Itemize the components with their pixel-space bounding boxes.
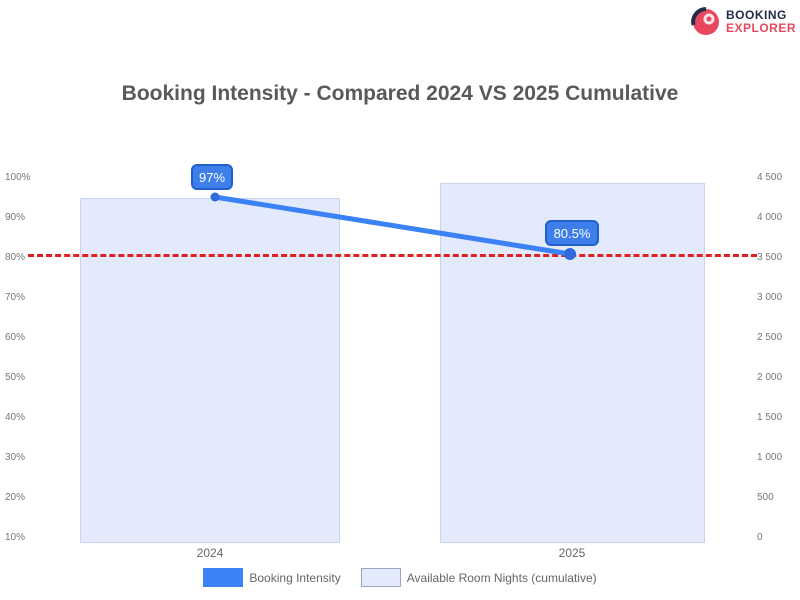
brand-logo-icon xyxy=(690,6,722,38)
brand-name-line1: BOOKING xyxy=(725,8,787,23)
legend-swatch-bar xyxy=(360,568,401,587)
bar-2024-available-nights[interactable] xyxy=(80,198,340,543)
legend-swatch-line xyxy=(203,568,244,587)
chart-title: Booking Intensity - Compared 2024 VS 202… xyxy=(121,82,679,105)
chart-legend: Booking Intensity Available Room Nights … xyxy=(0,568,800,587)
right-axis-tick: 3 000 xyxy=(757,292,783,303)
left-axis-tick: 60% xyxy=(5,332,26,343)
right-axis-tick: 4 000 xyxy=(757,212,783,223)
right-axis-tick: 3 500 xyxy=(757,252,783,263)
left-axis-tick: 50% xyxy=(5,372,26,383)
legend-label: Available Room Nights (cumulative) xyxy=(406,570,597,585)
point-label-2025[interactable]: 80.5% xyxy=(545,220,599,246)
left-axis-tick: 20% xyxy=(5,492,26,503)
left-axis-tick: 10% xyxy=(5,532,26,543)
legend-item-booking-intensity[interactable]: Booking Intensity xyxy=(203,568,341,587)
left-axis-tick: 100% xyxy=(5,172,31,183)
left-axis-tick: 80% xyxy=(5,252,26,263)
x-axis-label-2025: 2025 xyxy=(558,546,586,560)
left-axis-tick: 30% xyxy=(5,452,26,463)
right-axis-tick: 1 500 xyxy=(757,412,783,423)
right-axis-tick: 4 500 xyxy=(757,172,783,183)
right-axis-tick: 2 500 xyxy=(757,332,783,343)
right-axis-tick: 0 xyxy=(757,532,763,543)
left-axis-tick: 70% xyxy=(5,292,26,303)
brand-name-line2: EXPLORER xyxy=(725,21,796,35)
point-label-2024[interactable]: 97% xyxy=(191,164,233,190)
right-axis-tick: 2 000 xyxy=(757,372,783,383)
left-axis-tick: 40% xyxy=(5,412,26,423)
legend-label: Booking Intensity xyxy=(249,570,341,585)
left-axis-tick: 90% xyxy=(5,212,26,223)
threshold-line xyxy=(28,254,757,257)
right-axis-tick: 500 xyxy=(757,492,774,503)
right-axis-tick: 1 000 xyxy=(757,452,783,463)
brand-logo: BOOKING EXPLORER xyxy=(690,6,796,38)
legend-item-available-room-nights[interactable]: Available Room Nights (cumulative) xyxy=(360,568,597,587)
x-axis-label-2024: 2024 xyxy=(196,546,224,560)
